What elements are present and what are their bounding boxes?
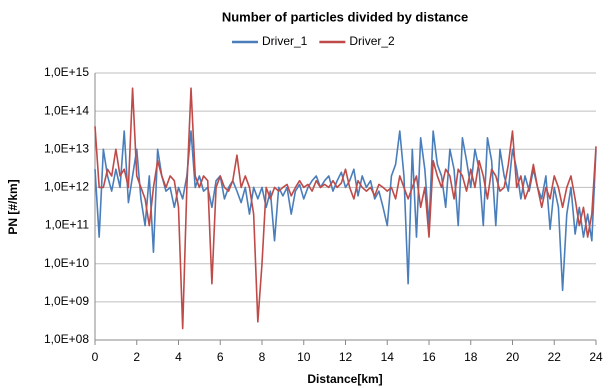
y-tick-label: 1,0E+13 xyxy=(44,141,89,155)
y-tick-label: 1,0E+08 xyxy=(44,332,89,346)
x-tick-label: 16 xyxy=(422,350,436,364)
y-tick-label: 1,0E+09 xyxy=(44,294,89,308)
x-tick-label: 2 xyxy=(133,350,140,364)
x-tick-label: 6 xyxy=(217,350,224,364)
data-line xyxy=(94,87,597,330)
x-tick-label: 24 xyxy=(589,350,603,364)
y-tick-label: 1,0E+14 xyxy=(44,103,89,117)
y-tick-label: 1,0E+12 xyxy=(44,180,89,194)
y-tick-label: 1,0E+11 xyxy=(45,218,89,232)
x-tick-label: 22 xyxy=(548,350,562,364)
x-tick-label: 0 xyxy=(92,350,99,364)
x-axis-label: Distance[km] xyxy=(307,372,382,386)
data-line xyxy=(94,130,597,292)
y-axis-label: PN [#/km] xyxy=(6,179,20,234)
legend-label: Driver_1 xyxy=(262,34,308,48)
x-tick-label: 10 xyxy=(297,350,311,364)
x-tick-label: 12 xyxy=(339,350,353,364)
chart-title: Number of particles divided by distance xyxy=(222,9,468,24)
y-tick-label: 1,0E+10 xyxy=(44,256,89,270)
x-tick-label: 20 xyxy=(506,350,520,364)
y-tick-label: 1,0E+15 xyxy=(44,65,89,79)
legend-label: Driver_2 xyxy=(349,34,395,48)
x-tick-label: 8 xyxy=(259,350,266,364)
x-tick-label: 4 xyxy=(175,350,182,364)
x-tick-label: 14 xyxy=(381,350,395,364)
x-tick-label: 18 xyxy=(464,350,478,364)
